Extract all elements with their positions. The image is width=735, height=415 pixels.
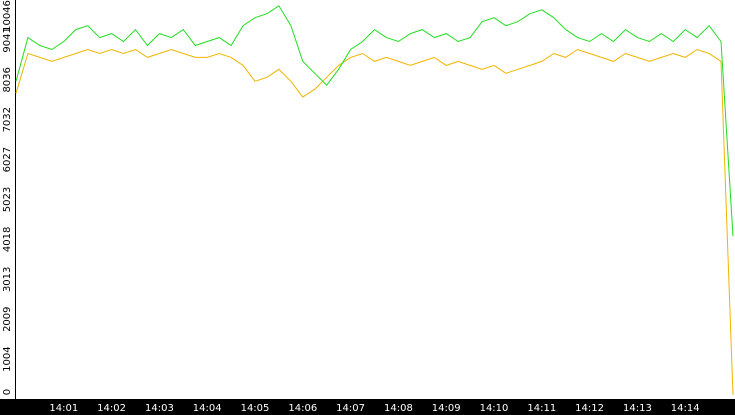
y-tick-label: 10046: [2, 0, 13, 32]
series-line: [15, 48, 734, 396]
y-tick-label: 2009: [2, 306, 13, 331]
y-tick-label: 1004: [2, 346, 13, 371]
y-tick-label: 8036: [2, 67, 13, 92]
x-tick-label: 14:14: [671, 403, 700, 414]
x-tick-label: 14:10: [480, 403, 509, 414]
x-tick-label: 14:08: [384, 403, 413, 414]
series-line: [15, 5, 734, 237]
y-tick-label: 5023: [2, 187, 13, 212]
x-tick-label: 14:12: [575, 403, 604, 414]
x-tick-label: 14:02: [97, 403, 126, 414]
y-tick-label: 4018: [2, 227, 13, 252]
x-tick-label: 14:07: [336, 403, 365, 414]
x-tick-label: 14:06: [288, 403, 317, 414]
y-tick-label: 7032: [2, 107, 13, 132]
x-tick-label: 14:01: [49, 403, 78, 414]
x-axis-bar: [0, 399, 735, 415]
y-tick-label: 0: [2, 389, 13, 395]
x-tick-label: 14:03: [145, 403, 174, 414]
x-tick-label: 14:11: [527, 403, 556, 414]
x-tick-label: 14:04: [193, 403, 222, 414]
x-tick-label: 14:05: [241, 403, 270, 414]
x-tick-label: 14:09: [432, 403, 461, 414]
y-tick-label: 3013: [2, 267, 13, 292]
y-tick-label: 6027: [2, 147, 13, 172]
y-tick-label: 9041: [2, 27, 13, 52]
x-tick-label: 14:13: [623, 403, 652, 414]
